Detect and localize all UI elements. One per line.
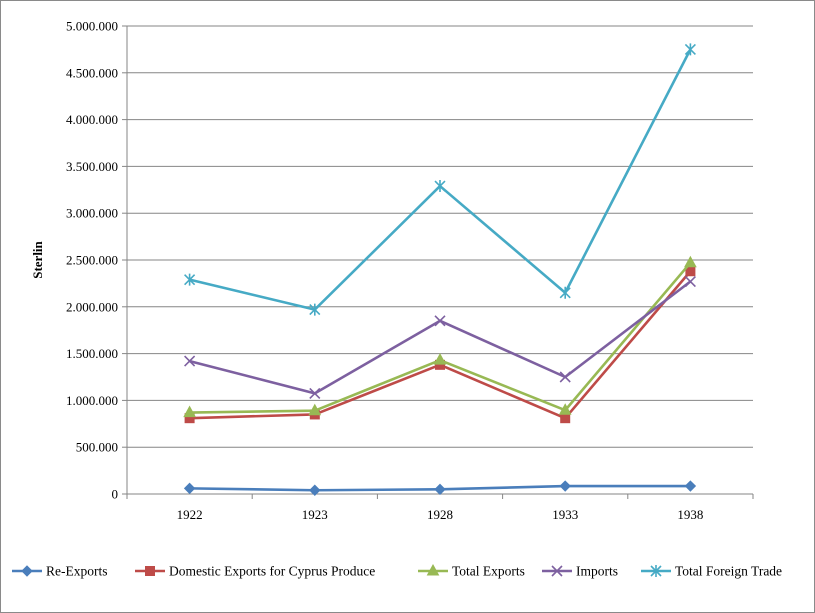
data-point	[434, 315, 446, 327]
y-axis-title: Sterlin	[30, 240, 45, 278]
legend-marker	[145, 566, 155, 576]
triangle-marker	[308, 403, 322, 416]
data-point	[184, 355, 196, 367]
diamond-marker	[684, 480, 697, 492]
legend-label: Imports	[576, 564, 618, 579]
y-tick-label: 5.000.000	[66, 19, 118, 34]
data-point	[433, 353, 447, 365]
y-tick-label: 4.500.000	[66, 65, 118, 80]
legend-item: Re-Exports	[12, 564, 108, 579]
square-marker	[145, 566, 155, 576]
x-tick-label: 1933	[552, 507, 578, 522]
legend-item: Total Foreign Trade	[641, 564, 782, 579]
data-point	[684, 43, 696, 56]
data-point	[184, 273, 196, 286]
y-tick-label: 0	[112, 487, 119, 502]
legend-item: Total Exports	[418, 564, 525, 579]
x-tick-label: 1922	[177, 507, 203, 522]
data-point	[684, 255, 697, 268]
series-total-foreign-trade	[184, 43, 696, 316]
diamond-marker	[434, 483, 446, 496]
triangle-marker	[426, 563, 440, 576]
star-marker	[434, 180, 446, 193]
x-tick-label: 1923	[302, 507, 328, 522]
y-tick-label: 2.000.000	[66, 299, 118, 314]
triangle-marker	[183, 405, 196, 418]
series-line	[189, 48, 692, 311]
legend-marker	[21, 565, 33, 577]
data-point	[434, 483, 446, 496]
legend-marker	[551, 565, 563, 577]
diamond-marker	[21, 565, 33, 577]
diamond-marker	[183, 482, 196, 495]
data-point	[559, 286, 571, 299]
x-marker	[309, 387, 321, 399]
data-point	[684, 275, 696, 288]
y-tick-label: 3.500.000	[66, 159, 118, 174]
square-marker	[560, 413, 571, 424]
legend-item: Domestic Exports for Cyprus Produce	[135, 564, 375, 579]
series-line	[189, 270, 692, 420]
data-point	[684, 480, 697, 492]
star-marker	[650, 565, 662, 577]
data-point	[183, 405, 196, 418]
x-marker	[551, 565, 563, 577]
data-point	[559, 480, 571, 492]
data-point	[434, 180, 446, 193]
x-marker	[559, 371, 571, 383]
x-marker	[684, 275, 696, 288]
y-tick-label: 4.000.000	[66, 112, 118, 127]
legend-label: Total Exports	[452, 564, 525, 579]
star-marker	[684, 43, 696, 56]
legend-label: Domestic Exports for Cyprus Produce	[169, 564, 375, 579]
legend-marker	[650, 565, 662, 577]
data-point	[309, 484, 321, 496]
triangle-marker	[684, 255, 697, 268]
star-marker	[559, 286, 571, 299]
y-tick-label: 1.500.000	[66, 346, 118, 361]
x-marker	[434, 315, 446, 327]
legend-marker	[426, 563, 440, 576]
data-point	[560, 413, 571, 424]
series-re-exports	[183, 480, 697, 496]
y-tick-label: 500.000	[76, 440, 118, 455]
series-total-exports	[183, 255, 697, 418]
x-tick-label: 1928	[427, 507, 453, 522]
y-tick-label: 1.000.000	[66, 393, 118, 408]
diamond-marker	[559, 480, 571, 492]
data-point	[183, 482, 196, 495]
series-imports	[184, 275, 696, 399]
legend-label: Total Foreign Trade	[675, 564, 782, 579]
star-marker	[184, 273, 196, 286]
series-domestic-exports-for-cyprus-produce	[184, 266, 696, 424]
legend-label: Re-Exports	[46, 564, 108, 579]
diamond-marker	[309, 484, 321, 496]
y-tick-label: 3.000.000	[66, 206, 118, 221]
triangle-marker	[558, 403, 572, 415]
y-tick-label: 2.500.000	[66, 253, 118, 268]
data-point	[308, 403, 322, 416]
data-point	[309, 303, 321, 316]
data-point	[559, 371, 571, 383]
data-point	[558, 403, 572, 415]
x-tick-label: 1938	[677, 507, 703, 522]
triangle-marker	[433, 353, 447, 365]
x-marker	[184, 355, 196, 367]
data-point	[309, 387, 321, 399]
legend-item: Imports	[542, 564, 618, 579]
star-marker	[309, 303, 321, 316]
